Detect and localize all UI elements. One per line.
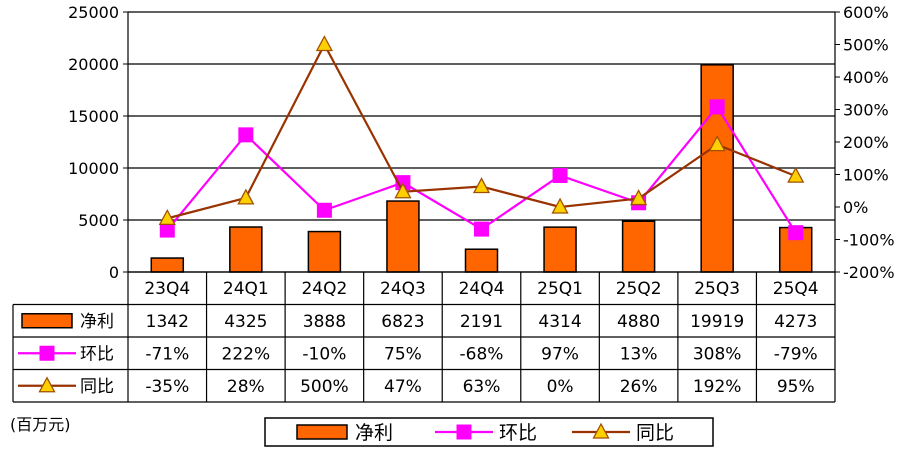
table-cell-同比-25Q1: 0% xyxy=(547,377,574,397)
table-header-24Q4: 24Q4 xyxy=(459,279,505,299)
bar-25Q2 xyxy=(621,220,656,273)
table-cell-同比-25Q2: 26% xyxy=(620,377,658,397)
table-key-marker-环比 xyxy=(39,345,55,361)
table-series-name-净利: 净利 xyxy=(80,312,114,332)
point-同比-25Q4 xyxy=(787,166,805,183)
table-cell-净利-23Q4: 1342 xyxy=(146,312,189,332)
point-环比-25Q3 xyxy=(709,99,725,115)
legend-label-净利: 净利 xyxy=(355,422,393,444)
right-tick-label: 0% xyxy=(843,198,868,217)
table-cell-同比-24Q2: 500% xyxy=(300,377,349,397)
point-同比-24Q3 xyxy=(394,182,412,199)
table-header-24Q1: 24Q1 xyxy=(223,279,269,299)
table-cell-净利-24Q4: 2191 xyxy=(460,312,503,332)
point-环比-25Q4 xyxy=(788,225,804,241)
right-tick-label: 400% xyxy=(843,68,889,87)
right-tick-label: 200% xyxy=(843,133,889,152)
point-同比-25Q1 xyxy=(551,197,569,214)
right-tick-label: -100% xyxy=(843,231,895,250)
table-cell-环比-24Q4: -68% xyxy=(460,344,504,364)
point-同比-25Q2 xyxy=(630,189,648,206)
unit-note: (百万元) xyxy=(10,415,71,434)
right-tick-label: 300% xyxy=(843,101,889,120)
point-同比-24Q2 xyxy=(315,35,333,52)
table-header-23Q4: 23Q4 xyxy=(144,279,190,299)
bar-series xyxy=(150,64,813,273)
point-环比-24Q4 xyxy=(474,221,489,237)
table-header-24Q2: 24Q2 xyxy=(301,279,347,299)
left-tick-label: 20000 xyxy=(68,55,119,74)
table-cell-环比-24Q1: 222% xyxy=(222,344,271,364)
table-cell-环比-23Q4: -71% xyxy=(145,344,189,364)
point-环比-24Q1 xyxy=(238,127,254,143)
point-环比-24Q2 xyxy=(316,202,332,218)
right-tick-label: -200% xyxy=(843,263,895,282)
bar-24Q2 xyxy=(307,230,342,273)
legend-key-净利 xyxy=(296,424,348,440)
table-cell-同比-24Q1: 28% xyxy=(227,377,265,397)
table-cell-净利-25Q4: 4273 xyxy=(774,312,817,332)
bar-25Q3 xyxy=(700,64,734,273)
left-tick-label: 0 xyxy=(109,263,119,282)
right-tick-label: 600% xyxy=(843,3,889,22)
table-cell-净利-25Q1: 4314 xyxy=(538,312,581,332)
table-cell-净利-25Q2: 4880 xyxy=(617,312,660,332)
bar-24Q4 xyxy=(464,248,499,273)
legend: 净利 环比 同比 xyxy=(264,417,714,447)
point-同比-25Q3 xyxy=(708,135,726,152)
left-tick-label: 10000 xyxy=(68,159,119,178)
table-cell-净利-25Q3: 19919 xyxy=(690,312,744,332)
table-cell-环比-25Q4: -79% xyxy=(774,344,818,364)
table-key-marker-同比 xyxy=(38,376,56,393)
table-series-name-环比: 环比 xyxy=(80,344,114,364)
left-tick-label: 25000 xyxy=(68,3,119,22)
line-series xyxy=(158,35,805,241)
table-cell-净利-24Q2: 3888 xyxy=(303,312,346,332)
point-环比-23Q4 xyxy=(159,222,175,238)
legend-key-marker-环比 xyxy=(456,424,472,440)
point-同比-24Q4 xyxy=(472,177,491,194)
table-key-净利 xyxy=(21,313,73,329)
table-cell-环比-24Q3: 75% xyxy=(384,344,422,364)
bar-24Q3 xyxy=(386,200,420,273)
legend-label-环比: 环比 xyxy=(499,422,537,444)
table-cell-净利-24Q3: 6823 xyxy=(381,312,424,332)
table-header-25Q3: 25Q3 xyxy=(694,279,740,299)
table-header-25Q2: 25Q2 xyxy=(616,279,662,299)
table-cell-环比-25Q1: 97% xyxy=(541,344,579,364)
table-cell-环比-25Q2: 13% xyxy=(620,344,658,364)
table-cell-同比-24Q4: 63% xyxy=(463,377,501,397)
point-环比-25Q1 xyxy=(552,167,568,183)
axes: 0 5000 10000 15000 20000 25000 -200% -100% 0% 100… xyxy=(68,3,894,282)
bar-25Q1 xyxy=(543,226,577,273)
table-cell-同比-23Q4: -35% xyxy=(145,377,189,397)
right-tick-label: 100% xyxy=(843,166,889,185)
bar-24Q1 xyxy=(229,226,263,273)
data-table: 23Q4 24Q1 24Q2 24Q3 24Q4 25Q1 25Q2 25Q3 25Q4 净利 13… xyxy=(12,271,836,403)
table-series-name-同比: 同比 xyxy=(80,377,114,397)
point-同比-23Q4 xyxy=(158,208,176,226)
table-header-25Q4: 25Q4 xyxy=(773,279,819,299)
left-tick-label: 5000 xyxy=(78,211,119,230)
table-header-25Q1: 25Q1 xyxy=(537,279,583,299)
table-cell-环比-25Q3: 308% xyxy=(693,344,742,364)
left-tick-label: 15000 xyxy=(68,107,119,126)
table-cell-净利-24Q1: 4325 xyxy=(224,312,267,332)
table-cell-同比-25Q3: 192% xyxy=(693,377,742,397)
legend-label-同比: 同比 xyxy=(636,422,674,444)
right-tick-label: 500% xyxy=(843,36,889,55)
table-cell-同比-25Q4: 95% xyxy=(777,377,815,397)
point-同比-24Q1 xyxy=(237,188,255,205)
table-cell-同比-24Q3: 47% xyxy=(384,377,422,397)
table-cell-环比-24Q2: -10% xyxy=(302,344,346,364)
table-header-24Q3: 24Q3 xyxy=(380,279,426,299)
legend-key-marker-同比 xyxy=(592,422,610,439)
bar-23Q4 xyxy=(150,257,185,273)
